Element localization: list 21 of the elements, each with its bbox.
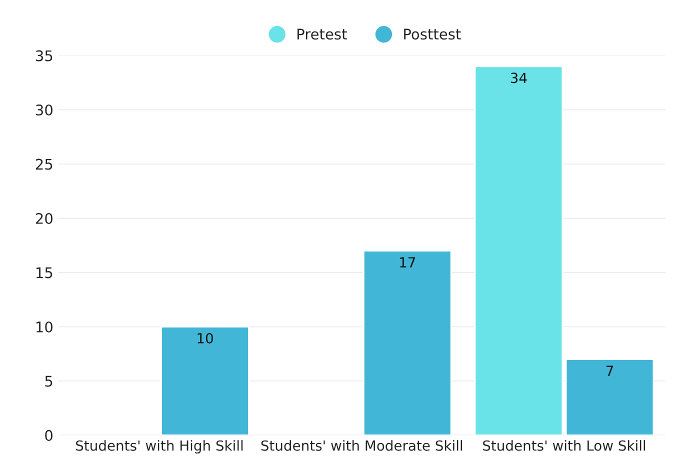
bar xyxy=(160,326,250,436)
y-tick-label: 5 xyxy=(45,376,52,387)
data-label: 10 xyxy=(198,332,213,344)
legend-label: Pretest xyxy=(298,28,347,40)
y-tick-label: 35 xyxy=(36,50,52,62)
x-tick-label: Students' with High Skill xyxy=(76,440,243,454)
data-label: 7 xyxy=(606,366,613,376)
y-tick-label: 15 xyxy=(36,267,52,278)
bar xyxy=(362,250,452,436)
bar xyxy=(565,358,654,436)
bar xyxy=(474,66,564,436)
legend-label: Posttest xyxy=(404,28,461,40)
y-tick-label: 30 xyxy=(36,104,52,116)
data-label: 34 xyxy=(510,72,527,84)
x-tick-label: Students' with Moderate Skill xyxy=(261,440,462,451)
y-tick-label: 25 xyxy=(36,158,52,170)
y-tick-label: 10 xyxy=(36,321,52,332)
data-label: 17 xyxy=(400,257,416,268)
y-tick-label: 0 xyxy=(45,430,52,441)
x-tick-label: Students' with Low Skill xyxy=(483,440,646,451)
y-tick-label: 20 xyxy=(36,212,52,224)
